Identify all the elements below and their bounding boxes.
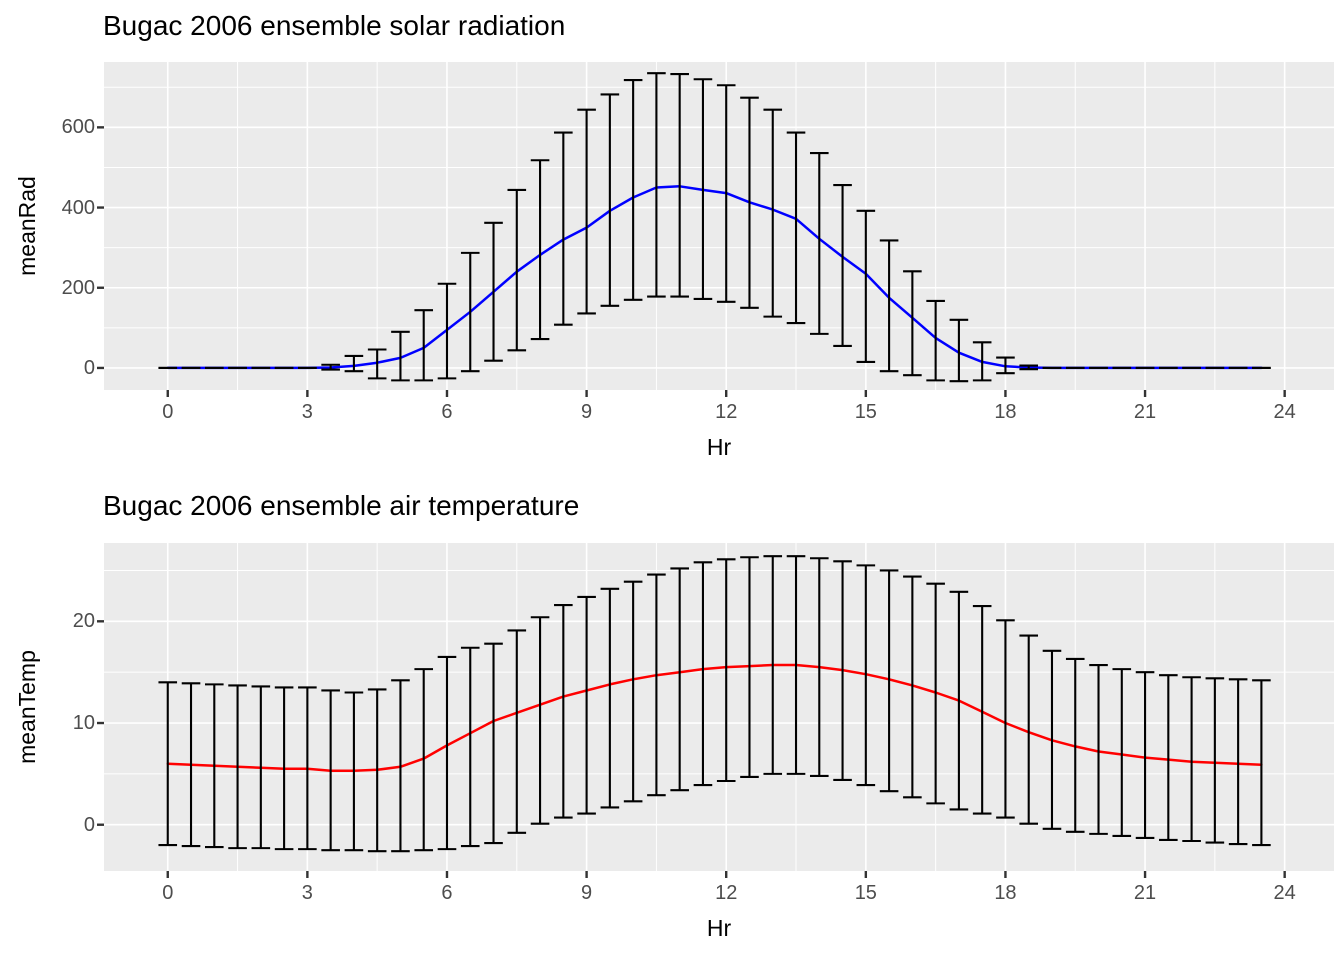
temperature-chart-title: Bugac 2006 ensemble air temperature [103,490,580,521]
x-tick-label: 6 [441,401,453,423]
x-tick-label: 3 [301,401,313,423]
x-tick-label: 15 [854,882,877,904]
x-tick-label: 24 [1273,882,1296,904]
radiation-x-axis-title: Hr [706,434,732,460]
temperature-error-bars [158,555,1271,853]
x-tick-label: 15 [854,401,877,423]
x-tick-label: 21 [1133,882,1157,904]
temperature-chart [97,543,1334,878]
x-tick-label: 9 [581,882,593,904]
y-tick-label: 20 [72,610,95,633]
y-tick-label: 200 [61,276,95,299]
x-tick-label: 24 [1273,401,1296,423]
x-tick-label: 0 [162,882,174,904]
x-tick-label: 6 [441,882,453,904]
x-tick-label: 12 [715,882,738,904]
axis-tick-marks [97,620,1286,878]
temperature-mean-line [166,663,1263,773]
y-tick-label: 0 [83,356,95,379]
panel-background [104,543,1334,871]
radiation-error-bars [158,72,1271,383]
x-tick-label: 21 [1133,401,1157,423]
radiation-y-axis-title: meanRad [14,176,40,276]
radiation-chart [97,62,1334,397]
x-tick-label: 18 [994,401,1017,423]
x-tick-label: 9 [581,401,593,423]
x-tick-label: 3 [301,882,313,904]
panel-background [104,62,1334,390]
x-tick-label: 12 [715,401,738,423]
y-tick-label: 600 [61,116,95,139]
y-tick-label: 0 [83,813,95,836]
x-tick-label: 18 [994,882,1017,904]
radiation-chart-title: Bugac 2006 ensemble solar radiation [103,10,566,41]
axis-tick-marks [97,126,1286,397]
y-tick-label: 10 [72,712,95,735]
temperature-x-axis-title: Hr [706,915,732,941]
y-tick-label: 400 [61,196,95,219]
x-tick-label: 0 [162,401,174,423]
